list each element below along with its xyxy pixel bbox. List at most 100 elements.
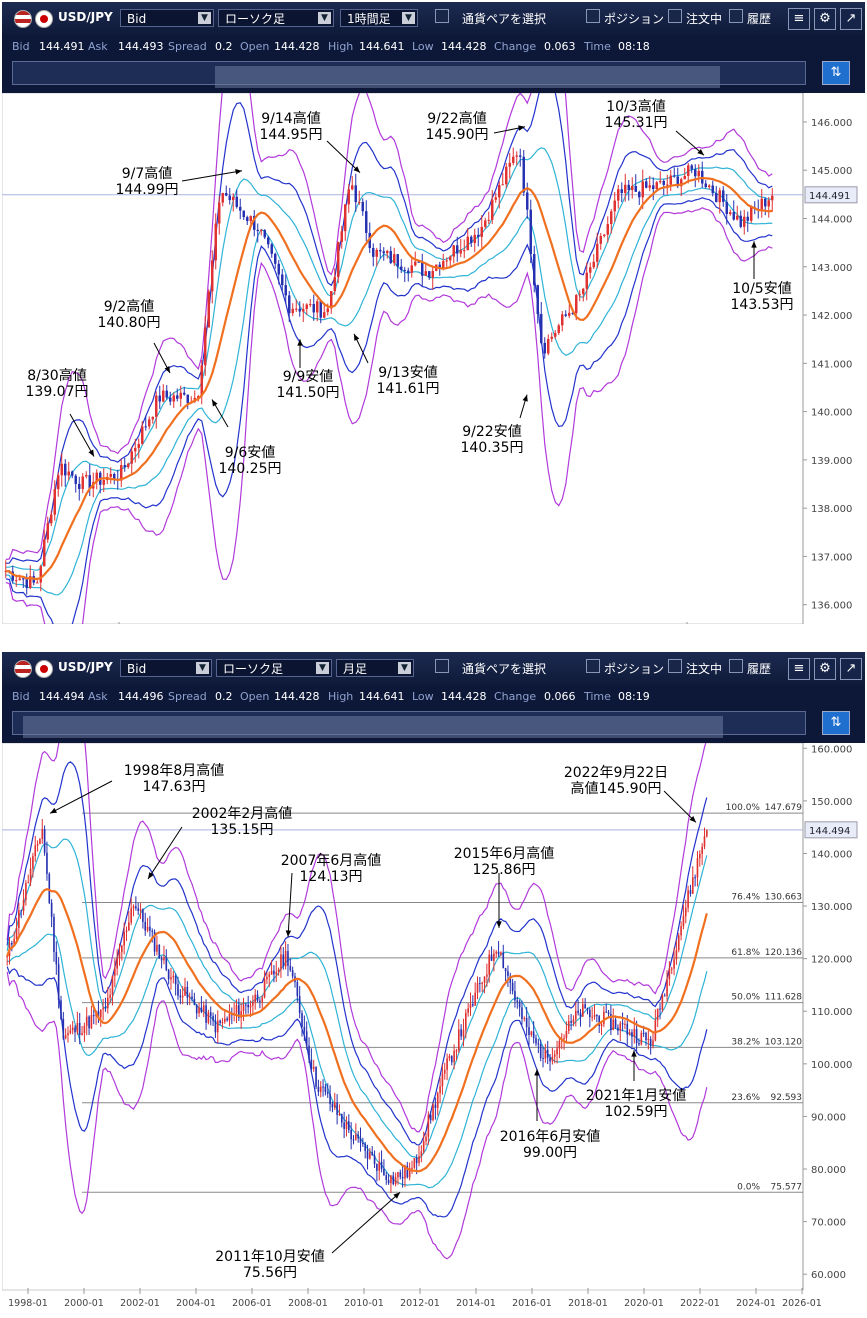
candle bbox=[113, 968, 116, 976]
candle bbox=[631, 1032, 633, 1037]
quote-value: 144.428 bbox=[441, 40, 487, 53]
candle bbox=[376, 1163, 378, 1171]
history-checkbox[interactable] bbox=[729, 659, 743, 673]
menu-icon[interactable]: ≡ bbox=[788, 658, 810, 680]
annotation-label: 9/9安値 bbox=[283, 369, 334, 385]
candle bbox=[284, 285, 287, 296]
annotation-value: 143.53円 bbox=[731, 297, 794, 313]
candle bbox=[483, 976, 486, 983]
price-type-select[interactable]: Bid ▼ bbox=[120, 9, 214, 27]
candle bbox=[146, 926, 149, 931]
quote-label: Low bbox=[412, 40, 434, 53]
candle bbox=[235, 1005, 238, 1014]
candle bbox=[690, 165, 693, 170]
candle bbox=[50, 514, 53, 524]
navigator-selection[interactable] bbox=[215, 66, 720, 88]
candle bbox=[507, 971, 509, 976]
quote-value: 0.063 bbox=[544, 40, 576, 53]
gear-icon[interactable]: ⚙ bbox=[814, 8, 836, 30]
position-checkbox[interactable] bbox=[586, 9, 600, 23]
position-checkbox[interactable] bbox=[586, 659, 600, 673]
annotation-arrow bbox=[147, 826, 183, 880]
candle bbox=[88, 475, 91, 489]
navigator-range[interactable] bbox=[12, 61, 806, 88]
popout-icon[interactable]: ↗ bbox=[840, 658, 862, 680]
timeframe-select[interactable]: 月足 ▼ bbox=[336, 659, 414, 677]
candle bbox=[181, 995, 184, 998]
candle bbox=[479, 983, 481, 985]
expand-icon[interactable]: ⇅ bbox=[822, 61, 850, 85]
candle bbox=[76, 1022, 79, 1033]
candle bbox=[508, 162, 511, 167]
timeframe-select[interactable]: 1時間足 ▼ bbox=[340, 9, 418, 27]
chart-type-select[interactable]: ローソク足 ▼ bbox=[218, 9, 334, 27]
candle bbox=[295, 308, 298, 310]
orders-checkbox[interactable] bbox=[668, 9, 682, 23]
quote-label: Ask bbox=[88, 40, 108, 53]
candle bbox=[127, 463, 130, 468]
annotation-arrowhead bbox=[297, 339, 303, 346]
candle bbox=[113, 473, 116, 480]
candle bbox=[263, 230, 266, 238]
candle bbox=[50, 902, 53, 917]
candle bbox=[469, 1004, 472, 1009]
pair-select-button[interactable]: 通貨ペアを選択 bbox=[462, 662, 547, 676]
candle bbox=[390, 1175, 392, 1184]
annotation-value: 145.31円 bbox=[605, 115, 668, 131]
annotation-label: 2007年6月高値 bbox=[281, 852, 382, 869]
chevron-down-icon: ▼ bbox=[318, 12, 331, 24]
pair-select-button[interactable]: 通貨ペアを選択 bbox=[462, 12, 547, 26]
candle bbox=[434, 1104, 437, 1109]
candle bbox=[326, 1092, 329, 1094]
candle bbox=[697, 170, 700, 177]
candle bbox=[767, 200, 770, 207]
gear-icon[interactable]: ⚙ bbox=[814, 658, 836, 680]
current-price-label: 144.494 bbox=[809, 826, 850, 837]
popout-icon[interactable]: ↗ bbox=[840, 8, 862, 30]
candle bbox=[60, 463, 63, 476]
candle bbox=[263, 979, 266, 998]
candle bbox=[280, 954, 282, 970]
candle bbox=[43, 829, 46, 853]
chart-type-select[interactable]: ローソク足 ▼ bbox=[216, 659, 332, 677]
fibonacci-percent: 38.2% bbox=[731, 1037, 760, 1047]
candle bbox=[315, 1066, 317, 1087]
candle bbox=[647, 1039, 650, 1041]
candle bbox=[455, 1050, 458, 1052]
candle bbox=[516, 1000, 519, 1002]
navigator-range[interactable] bbox=[12, 711, 806, 738]
candle bbox=[219, 1020, 221, 1023]
candle bbox=[432, 1104, 434, 1121]
candle bbox=[504, 968, 507, 972]
candle bbox=[512, 156, 515, 163]
candle bbox=[336, 1102, 338, 1115]
annotation-label: 9/7高値 bbox=[122, 165, 173, 182]
candle bbox=[148, 419, 151, 427]
bollinger-band-upper bbox=[5, 93, 773, 561]
navigator-selection[interactable] bbox=[23, 716, 723, 738]
history-checkbox[interactable] bbox=[729, 9, 743, 23]
candle bbox=[252, 1001, 254, 1006]
x-tick-label: 2014-01 bbox=[456, 1298, 496, 1309]
pair-select-checkbox[interactable] bbox=[435, 9, 449, 23]
candle bbox=[689, 890, 692, 894]
annotation-label: 9/14高値 bbox=[261, 110, 320, 127]
annotation-label: 10/3高値 bbox=[606, 98, 665, 115]
quote-label: Ask bbox=[88, 690, 108, 703]
expand-icon[interactable]: ⇅ bbox=[822, 711, 850, 735]
quote-value: 144.496 bbox=[118, 690, 164, 703]
price-type-select[interactable]: Bid ▼ bbox=[120, 659, 212, 677]
candle bbox=[333, 277, 336, 291]
candle bbox=[18, 910, 20, 929]
candle bbox=[771, 195, 774, 201]
candle bbox=[418, 1156, 420, 1164]
candle bbox=[163, 957, 165, 961]
candle bbox=[582, 288, 585, 295]
pair-select-checkbox[interactable] bbox=[435, 659, 449, 673]
candle bbox=[291, 308, 294, 314]
menu-icon[interactable]: ≡ bbox=[788, 8, 810, 30]
candle bbox=[109, 473, 112, 477]
candle bbox=[312, 1066, 315, 1069]
candle bbox=[330, 290, 333, 309]
orders-checkbox[interactable] bbox=[668, 659, 682, 673]
